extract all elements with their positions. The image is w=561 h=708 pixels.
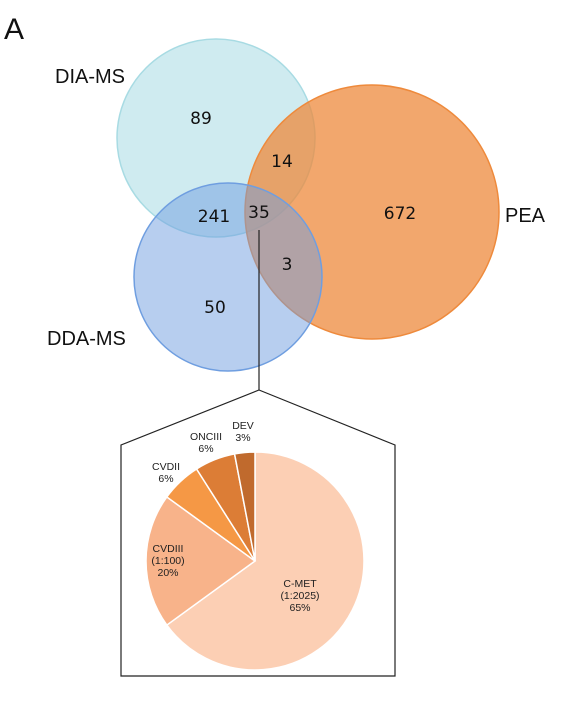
callout-frame (120, 389, 396, 677)
region-count-pea-only: 672 (384, 204, 416, 224)
region-count-dia-pea: 14 (271, 152, 293, 172)
region-count-dia-only: 89 (190, 109, 212, 129)
region-count-dda-only: 50 (204, 298, 226, 318)
pie-label-3: CVDII 6% (152, 461, 180, 485)
set-label-dia-ms: DIA-MS (55, 66, 125, 88)
pie-slice-2 (145, 495, 257, 627)
pie-label-4: ONCIII 6% (190, 431, 222, 455)
venn-circle-dda-ms (133, 182, 323, 372)
pie-label-2: CVDIII (1:100) 20% (151, 543, 184, 579)
set-label-pea: PEA (505, 205, 546, 227)
panel-label: A (4, 13, 24, 46)
pie-label-1: C-MET (1:2025) 65% (280, 578, 319, 614)
pie-chart: C-MET (1:2025) 65% CVDIII (1:100) 20% CVDII 6% O… (145, 420, 365, 671)
pie-slice-1 (165, 451, 365, 671)
set-label-dda-ms: DDA-MS (47, 328, 126, 350)
region-count-dia-dda: 241 (198, 207, 230, 227)
callout (120, 230, 396, 677)
region-count-all-three: 35 (248, 203, 270, 223)
pie-label-5: DEV 3% (232, 420, 254, 444)
pie-slice-5 (233, 451, 256, 562)
region-count-dda-pea: 3 (282, 255, 293, 275)
venn-diagram: DIA-MS PEA DDA-MS 89 14 241 35 672 3 50 (47, 38, 546, 372)
